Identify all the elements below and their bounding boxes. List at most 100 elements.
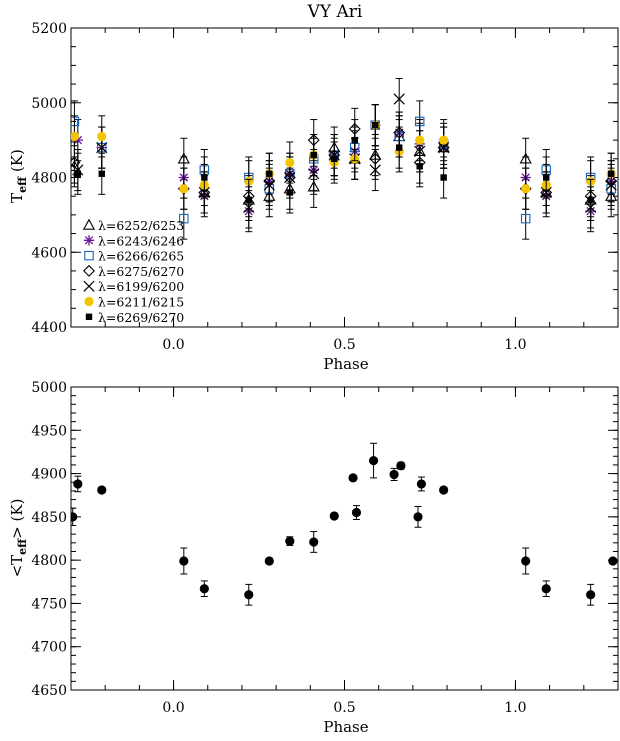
data-point: [97, 131, 107, 141]
data-point: [331, 155, 338, 163]
x-tick-label: 0.0: [162, 337, 184, 353]
y-tick-label: 4650: [31, 683, 67, 699]
legend-marker: [84, 296, 94, 307]
x-axis-label: Phase: [323, 355, 368, 373]
data-point: [521, 556, 531, 566]
x-tick-label: 0.5: [333, 337, 355, 353]
legend-marker: [83, 235, 95, 246]
data-point: [543, 174, 550, 181]
series-0: [71, 115, 618, 221]
data-point: [368, 455, 379, 466]
data-point: [608, 556, 618, 566]
legend-label: λ=6269/6270: [98, 310, 184, 325]
legend-item: λ=6275/6270: [83, 264, 184, 279]
data-point: [98, 170, 105, 177]
data-point: [97, 485, 107, 495]
y-tick-label: 4900: [31, 467, 67, 483]
y-tick-label: 4700: [31, 640, 67, 656]
data-point: [415, 135, 425, 145]
series-3: [71, 107, 618, 218]
data-point: [71, 131, 80, 141]
y-axis-label: Teff (K): [8, 149, 29, 203]
legend-item: λ=6269/6270: [85, 310, 184, 325]
x-axis-label: Phase: [323, 718, 368, 736]
x-tick-label: 1.0: [504, 700, 526, 716]
data-layer: [71, 77, 618, 240]
y-tick-label: 4400: [31, 320, 67, 336]
legend-label: λ=6243/6246: [98, 233, 184, 248]
data-point: [393, 93, 405, 105]
data-point: [309, 537, 319, 547]
data-point: [439, 135, 449, 145]
legend-marker: [83, 264, 95, 277]
legend-label: λ=6266/6265: [98, 249, 184, 264]
data-point: [372, 121, 379, 129]
y-tick-label: 5000: [31, 380, 67, 396]
legend: λ=6252/6253λ=6243/6246λ=6266/6265λ=6275/…: [82, 218, 184, 325]
data-point: [266, 170, 273, 177]
y-tick-label: 4800: [31, 171, 67, 187]
data-point: [310, 151, 317, 159]
data-point: [521, 184, 531, 194]
y-tick-label: 4850: [31, 510, 67, 526]
legend-item: λ=6252/6253: [82, 218, 184, 233]
data-point: [73, 479, 83, 489]
y-axis-label: <Teff> (K): [8, 499, 29, 578]
data-point: [72, 134, 84, 146]
data-point: [179, 184, 189, 194]
data-point: [245, 196, 252, 204]
data-point: [74, 170, 82, 177]
data-point: [440, 174, 447, 181]
data-point: [413, 512, 423, 522]
data-point: [389, 469, 399, 480]
series-5: [71, 104, 616, 210]
y-tick-label: 4950: [31, 423, 67, 439]
legend-label: λ=6199/6200: [98, 279, 184, 294]
top-panel: 0.0 0.5 1.0 4400 4600 4800 5000 5200 Phase Teff (…: [8, 21, 619, 373]
data-point: [179, 213, 189, 224]
legend-label: λ=6252/6253: [98, 218, 184, 233]
data-point: [439, 485, 449, 495]
legend-item: λ=6199/6200: [83, 279, 184, 294]
data-point: [396, 144, 403, 151]
data-point: [416, 479, 427, 489]
y-tick-label: 5000: [31, 96, 67, 112]
data-point: [201, 174, 208, 181]
y-tick-label: 4750: [31, 596, 67, 612]
plot-frame: [70, 386, 619, 691]
legend-item: λ=6266/6265: [84, 249, 184, 264]
data-point: [351, 136, 358, 144]
legend-item: λ=6243/6246: [83, 233, 184, 248]
data-point: [396, 461, 406, 471]
data-point: [264, 556, 274, 566]
data-point: [586, 590, 596, 600]
y-tick-label: 4800: [31, 553, 67, 569]
data-point: [607, 170, 615, 177]
data-point: [286, 189, 293, 196]
legend-label: λ=6275/6270: [98, 264, 184, 279]
legend-marker: [84, 250, 94, 261]
data-point: [348, 473, 358, 483]
x-tick-label: 1.0: [504, 337, 526, 353]
y-tick-label: 4600: [31, 245, 67, 261]
data-point: [416, 163, 423, 170]
series-0: [71, 442, 618, 606]
data-layer: [71, 442, 618, 606]
legend-marker: [82, 218, 96, 230]
legend-marker: [83, 280, 95, 292]
data-point: [285, 157, 295, 168]
data-point: [351, 507, 362, 518]
series-4: [72, 77, 617, 229]
data-point: [520, 213, 531, 224]
data-point: [587, 196, 594, 204]
data-point: [179, 556, 189, 566]
series-1: [72, 104, 617, 233]
data-point: [71, 512, 78, 522]
legend-label: λ=6211/6215: [98, 295, 184, 310]
x-tick-label: 0.0: [162, 700, 184, 716]
bottom-panel: 0.0 0.5 1.0 4650 4700 4750 4800 4850 4900 4950 500…: [8, 380, 619, 736]
legend-item: λ=6211/6215: [84, 295, 184, 310]
x-tick-label: 0.5: [333, 700, 355, 716]
